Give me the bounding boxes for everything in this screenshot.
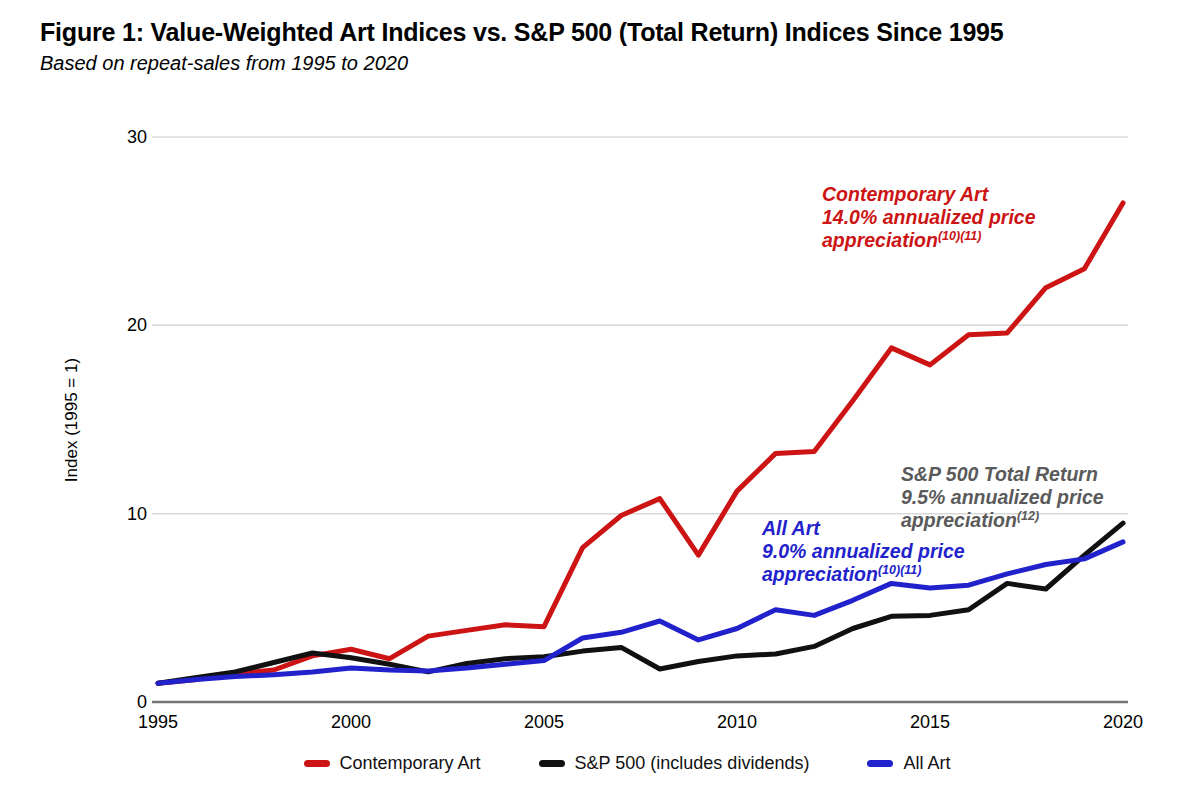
x-tick-label: 1995 xyxy=(128,712,188,733)
annotation-line: All Art xyxy=(762,517,965,540)
y-axis-title: Index (1995 = 1) xyxy=(62,340,82,500)
y-tick-label: 20 xyxy=(107,315,147,336)
x-tick-label: 2020 xyxy=(1093,712,1153,733)
legend-item-contemporary-art: Contemporary Art xyxy=(304,753,481,774)
legend-swatch xyxy=(867,760,893,767)
legend-swatch xyxy=(304,760,330,767)
y-tick-label: 30 xyxy=(107,127,147,148)
annotation-line: Contemporary Art xyxy=(822,183,1036,206)
annotation-line: 14.0% annualized price xyxy=(822,206,1036,229)
y-tick-label: 0 xyxy=(107,692,147,713)
legend-item-s-p-500-includes-dividends: S&P 500 (includes dividends) xyxy=(539,753,810,774)
annotation-contemporary-art: Contemporary Art 14.0% annualized price … xyxy=(822,183,1036,252)
annotation-line: S&P 500 Total Return xyxy=(901,463,1104,486)
legend-swatch xyxy=(539,760,565,767)
footnote-reference: (10)(11) xyxy=(878,563,922,577)
chart-canvas xyxy=(0,0,1200,812)
x-tick-label: 2015 xyxy=(900,712,960,733)
annotation-all-art: All Art 9.0% annualized price appreciati… xyxy=(762,517,965,586)
annotation-line: appreciation(10)(11) xyxy=(762,563,965,586)
legend-item-all-art: All Art xyxy=(867,753,950,774)
legend: Contemporary Art S&P 500 (includes divide… xyxy=(0,753,1200,774)
annotation-line: 9.0% annualized price xyxy=(762,540,965,563)
legend-label: Contemporary Art xyxy=(340,753,481,774)
y-tick-label: 10 xyxy=(107,504,147,525)
x-tick-label: 2005 xyxy=(514,712,574,733)
annotation-line: 9.5% annualized price xyxy=(901,486,1104,509)
footnote-reference: (10)(11) xyxy=(938,229,982,243)
series-line-contemporary-art xyxy=(158,203,1123,683)
x-tick-label: 2010 xyxy=(707,712,767,733)
legend-label: All Art xyxy=(903,753,950,774)
annotation-line: appreciation(10)(11) xyxy=(822,229,1036,252)
footnote-reference: (12) xyxy=(1017,509,1039,523)
legend-label: S&P 500 (includes dividends) xyxy=(575,753,810,774)
x-tick-label: 2000 xyxy=(321,712,381,733)
